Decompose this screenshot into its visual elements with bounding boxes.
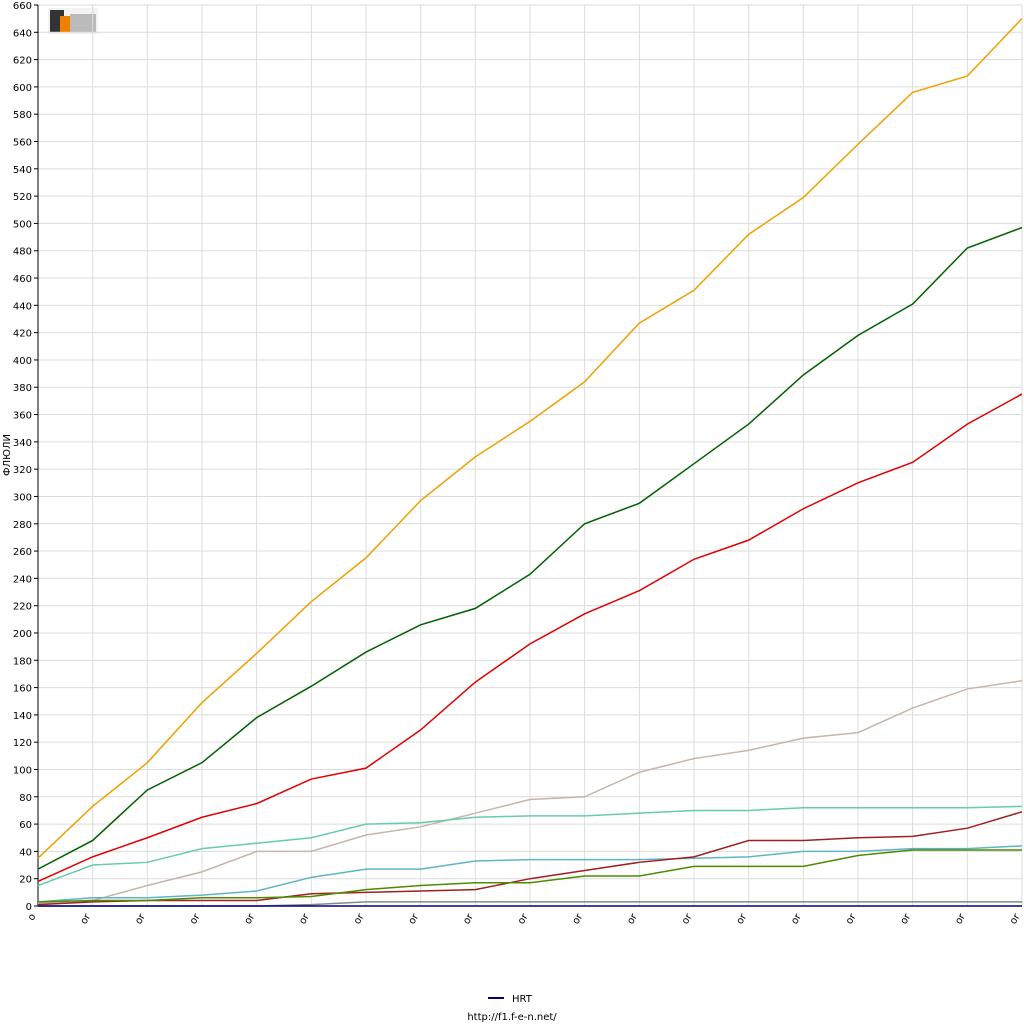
y-tick-label: 240 xyxy=(13,574,32,585)
y-tick-label: 440 xyxy=(13,301,32,312)
y-tick-label: 300 xyxy=(13,492,32,503)
y-tick-label: 80 xyxy=(19,793,32,804)
x-tick-label: or xyxy=(188,911,203,926)
y-tick-label: 180 xyxy=(13,656,32,667)
y-tick-label: 340 xyxy=(13,438,32,449)
y-tick-label: 260 xyxy=(13,547,32,558)
series-line xyxy=(37,849,1022,903)
x-tick-label: or xyxy=(352,911,367,926)
series-line xyxy=(37,393,1023,883)
y-tick-label: 580 xyxy=(13,110,32,121)
y-tick-label: 660 xyxy=(13,1,32,12)
x-tick-label: or xyxy=(297,911,312,926)
logo-block xyxy=(60,16,70,32)
legend-label: HRT xyxy=(512,994,533,1005)
y-tick-label: 540 xyxy=(13,165,32,176)
y-tick-label: 360 xyxy=(13,411,32,422)
x-tick-label: or xyxy=(789,911,804,926)
series-line xyxy=(37,805,1023,887)
logo xyxy=(48,8,98,34)
x-tick-label: or xyxy=(133,911,148,926)
x-tick-label: or xyxy=(243,911,258,926)
x-tick-label: or xyxy=(571,911,586,926)
x-tick-label: or xyxy=(1008,911,1023,926)
y-tick-label: 500 xyxy=(13,219,32,230)
y-tick-label: 60 xyxy=(19,820,32,831)
series-line xyxy=(37,18,1023,859)
y-tick-label: 120 xyxy=(13,738,32,749)
y-axis-label: ФЛЮЛИ xyxy=(2,434,13,476)
y-tick-label: 460 xyxy=(13,274,32,285)
logo-block xyxy=(70,14,96,32)
y-tick-label: 420 xyxy=(13,329,32,340)
y-tick-label: 560 xyxy=(13,138,32,149)
y-tick-label: 380 xyxy=(13,383,32,394)
y-tick-label: 620 xyxy=(13,56,32,67)
y-tick-label: 220 xyxy=(13,602,32,613)
x-tick-label: or xyxy=(844,911,859,926)
x-tick-label: or xyxy=(461,911,476,926)
y-tick-label: 200 xyxy=(13,629,32,640)
x-tick-label: or xyxy=(625,911,640,926)
y-tick-label: 140 xyxy=(13,711,32,722)
y-tick-label: 0 xyxy=(26,902,32,913)
x-tick-label: or xyxy=(735,911,750,926)
y-tick-label: 20 xyxy=(19,875,32,886)
y-tick-label: 160 xyxy=(13,684,32,695)
x-tick-label: or xyxy=(516,911,531,926)
series-line xyxy=(37,845,1023,903)
y-tick-label: 320 xyxy=(13,465,32,476)
series-line xyxy=(37,680,1023,905)
x-tick-label: or xyxy=(79,911,94,926)
x-tick-label: or xyxy=(899,911,914,926)
footer: http://f1.f-e-n.net/ xyxy=(467,1012,557,1023)
y-tick-label: 600 xyxy=(13,83,32,94)
y-tick-label: 280 xyxy=(13,520,32,531)
y-tick-label: 40 xyxy=(19,847,32,858)
series-line xyxy=(37,811,1023,906)
y-tick-label: 480 xyxy=(13,247,32,258)
x-tick-label: o xyxy=(26,912,39,923)
y-tick-label: 640 xyxy=(13,28,32,39)
y-tick-label: 520 xyxy=(13,192,32,203)
x-tick-label: or xyxy=(953,911,968,926)
y-tick-label: 400 xyxy=(13,356,32,367)
x-tick-label: or xyxy=(680,911,695,926)
y-tick-label: 100 xyxy=(13,765,32,776)
series-line xyxy=(37,226,1023,870)
x-tick-label: or xyxy=(407,911,422,926)
